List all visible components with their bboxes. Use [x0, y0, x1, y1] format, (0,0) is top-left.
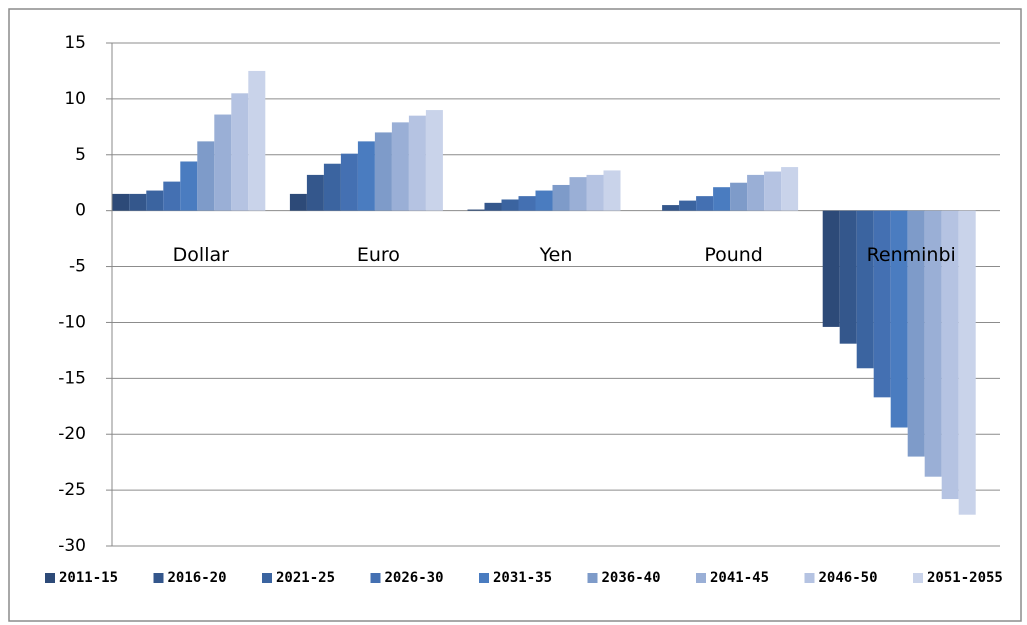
- bar: [781, 167, 799, 211]
- category-label: Dollar: [173, 244, 229, 266]
- bar: [197, 141, 215, 211]
- bar: [696, 196, 714, 211]
- bar: [713, 187, 731, 211]
- y-tick-label: -15: [58, 368, 86, 388]
- bar: [518, 196, 536, 211]
- bar: [586, 174, 604, 211]
- legend-label: 2016-20: [168, 570, 227, 586]
- y-tick-label: 10: [64, 89, 86, 109]
- legend-label: 2041-45: [710, 570, 769, 586]
- y-tick-label: -10: [58, 312, 86, 332]
- bar: [129, 193, 147, 211]
- legend-label: 2011-15: [59, 570, 118, 586]
- category-label: Renminbi: [867, 244, 956, 266]
- legend-swatch: [45, 573, 55, 583]
- y-tick-label: -5: [69, 257, 86, 277]
- legend-swatch: [913, 573, 923, 583]
- bar: [146, 190, 164, 211]
- bars: [112, 70, 976, 515]
- bar: [214, 114, 232, 211]
- bar: [357, 141, 375, 211]
- bar: [764, 171, 782, 211]
- legend-label: 2031-35: [493, 570, 552, 586]
- legend-label: 2021-25: [276, 570, 335, 586]
- bar: [890, 210, 908, 428]
- bar: [340, 153, 358, 211]
- legend-label: 2036-40: [602, 570, 661, 586]
- y-tick-label: 15: [64, 33, 86, 53]
- bar: [856, 210, 874, 369]
- bar: [535, 190, 553, 211]
- bar: [822, 210, 840, 327]
- labels: -30 -25 -20 -15 -10 -5 0 5 10 15 Dollar Euro Yen Poun…: [58, 33, 956, 556]
- category-label: Yen: [539, 244, 573, 266]
- bar: [374, 132, 392, 211]
- y-tick-label: -20: [58, 424, 86, 444]
- legend-swatch: [153, 573, 164, 583]
- bar: [924, 210, 942, 477]
- legend-swatch: [804, 573, 815, 583]
- y-tick-label: -25: [58, 480, 86, 500]
- bar: [425, 110, 443, 211]
- bar: [163, 181, 181, 211]
- bar: [484, 202, 502, 211]
- bar: [873, 210, 891, 398]
- bar: [248, 70, 266, 211]
- legend-label: 2026-30: [385, 570, 444, 586]
- bar: [408, 115, 426, 211]
- legend-swatch: [370, 573, 381, 583]
- bar: [552, 184, 570, 211]
- bar: [569, 177, 587, 211]
- bar: [958, 210, 976, 515]
- legend-swatch: [479, 573, 489, 583]
- bar: [112, 193, 130, 211]
- y-tick-label: 0: [75, 201, 86, 221]
- category-label: Pound: [704, 244, 763, 266]
- legend-swatch: [262, 573, 272, 583]
- bar: [231, 93, 249, 211]
- bar: [907, 210, 925, 457]
- bar: [180, 161, 198, 211]
- y-tick-label: -30: [58, 536, 86, 556]
- bar: [730, 182, 748, 211]
- legend-label: 2046-50: [819, 570, 878, 586]
- bar: [839, 210, 857, 344]
- bar: [603, 170, 621, 211]
- bar: [662, 205, 680, 211]
- y-tick-label: 5: [75, 145, 86, 165]
- bar: [289, 193, 307, 211]
- bar: [391, 122, 409, 211]
- legend: 2011-15 2016-20 2021-25 2026-30 2031-35 2036-…: [45, 570, 1003, 586]
- category-label: Euro: [357, 244, 400, 266]
- legend-swatch: [696, 573, 706, 583]
- bar: [323, 163, 341, 211]
- bar: [467, 209, 485, 211]
- bar: [679, 200, 697, 211]
- bar: [941, 210, 959, 500]
- bar: [747, 174, 765, 211]
- bar: [306, 174, 324, 211]
- legend-label: 2051-2055: [927, 570, 1003, 586]
- legend-swatch: [587, 573, 598, 583]
- bar: [501, 199, 519, 211]
